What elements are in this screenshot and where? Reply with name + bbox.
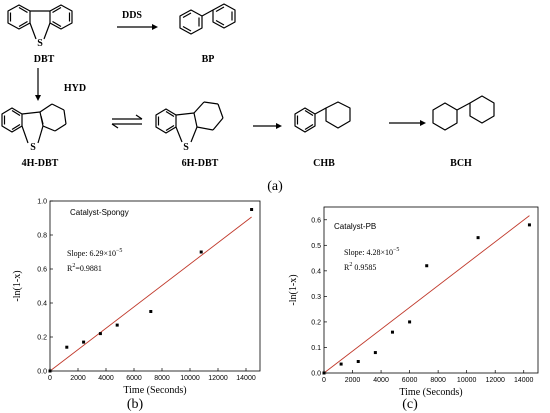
bp-label: BP [202, 54, 215, 65]
data-point [408, 320, 412, 324]
x-tick-label: 2000 [345, 377, 361, 384]
y-tick-label: 0.0 [311, 371, 321, 378]
dbt-sulfur: S [37, 38, 43, 49]
y-tick-label: 0.5 [311, 243, 321, 250]
x-tick-label: 12000 [208, 375, 228, 382]
fit-line [49, 216, 252, 372]
chart-title: Catalyst-PB [334, 222, 376, 231]
dds-arrow [117, 24, 158, 30]
data-point [199, 250, 203, 254]
data-point [115, 323, 119, 327]
fit-line [323, 215, 530, 374]
x-axis-title: Time (Seconds) [399, 387, 462, 398]
4h-dbt-sulfur: S [30, 142, 36, 153]
x-tick-label: 0 [322, 377, 326, 384]
x-tick-label: 12000 [485, 377, 505, 384]
panel-label-a: (a) [267, 179, 283, 194]
x-tick-label: 10000 [180, 375, 200, 382]
slope-annotation: Slope: 6.29×10−5 [67, 248, 122, 258]
x-tick-label: 8000 [430, 377, 446, 384]
hyd-arrow [35, 68, 41, 101]
r2-annotation: R2=0.9881 [67, 263, 102, 273]
y-tick-label: 0.4 [311, 268, 321, 275]
dbt-label: DBT [34, 54, 55, 65]
x-tick-label: 6000 [402, 377, 418, 384]
y-axis-title: -ln(1-x) [288, 274, 299, 305]
plot-frame [323, 206, 539, 374]
data-point [149, 310, 153, 313]
6h-dbt-sulfur: S [183, 142, 189, 153]
data-point [322, 371, 326, 375]
hyd-label: HYD [64, 83, 86, 94]
y-tick-label: 0.6 [37, 267, 47, 274]
x-tick-label: 6000 [126, 375, 142, 382]
y-tick-label: 0.6 [311, 217, 321, 224]
equilibrium-arrow [111, 114, 143, 129]
y-tick-label: 1.0 [37, 199, 47, 206]
4h-dbt-structure [1, 103, 67, 144]
x-tick-label: 4000 [373, 377, 389, 384]
bch-label: BCH [450, 158, 472, 169]
chart-title: Catalyst-Spongy [70, 208, 129, 217]
panel-label-c: (c) [402, 397, 418, 412]
x-tick-label: 14000 [514, 377, 534, 384]
x-tick-label: 4000 [98, 375, 114, 382]
bch-structure [432, 95, 495, 131]
y-tick-label: 0.2 [311, 319, 321, 326]
data-point [356, 360, 360, 364]
y-tick-label: 0.1 [311, 345, 321, 352]
data-point [373, 351, 377, 355]
x-tick-label: 0 [48, 375, 52, 382]
panel-label-b: (b) [127, 397, 144, 412]
chb-label: CHB [313, 158, 335, 169]
arrow-to-bch [389, 120, 426, 126]
dbt-structure [7, 4, 73, 40]
data-point [82, 340, 86, 344]
data-point [476, 236, 480, 240]
4h-dbt-label: 4H-DBT [22, 158, 59, 169]
data-point [527, 223, 531, 227]
x-tick-label: 14000 [236, 375, 256, 382]
y-tick-label: 0.4 [37, 301, 47, 308]
chb-structure [294, 101, 351, 133]
kinetics-chart-pb: 0 2000 4000 6000 8000 10000 12000 14000 0.0 0.1 0.… [288, 206, 539, 412]
slope-annotation: Slope: 4.28×10−5 [344, 247, 399, 257]
6h-dbt-label: 6H-DBT [182, 158, 219, 169]
y-tick-label: 0.3 [311, 294, 321, 301]
data-point [48, 369, 52, 373]
data-point [250, 208, 254, 211]
x-tick-label: 2000 [70, 375, 86, 382]
6h-dbt-structure [155, 101, 224, 143]
data-point [339, 362, 343, 366]
r2-annotation: R2 0.9585 [344, 262, 376, 272]
data-point [65, 345, 69, 349]
bp-structure [179, 3, 236, 35]
x-axis-title: Time (Seconds) [123, 385, 186, 396]
data-point [425, 264, 429, 268]
y-tick-label: 0.2 [37, 335, 47, 342]
kinetics-chart-spongy: 0 2000 4000 6000 8000 10000 12000 14000 0.0 0.2 0.… [12, 199, 261, 412]
x-tick-label: 8000 [154, 375, 170, 382]
y-tick-label: 0.8 [37, 233, 47, 240]
y-axis-title: -ln(1-x) [12, 270, 23, 301]
dds-label: DDS [122, 10, 142, 21]
data-point [390, 330, 394, 334]
data-point [98, 332, 102, 336]
y-tick-label: 0.0 [37, 369, 47, 376]
plot-frame [49, 200, 261, 372]
reaction-scheme: S DBT DDS BP HYD [1, 3, 495, 194]
arrow-to-chb [253, 123, 282, 129]
x-tick-label: 10000 [457, 377, 477, 384]
